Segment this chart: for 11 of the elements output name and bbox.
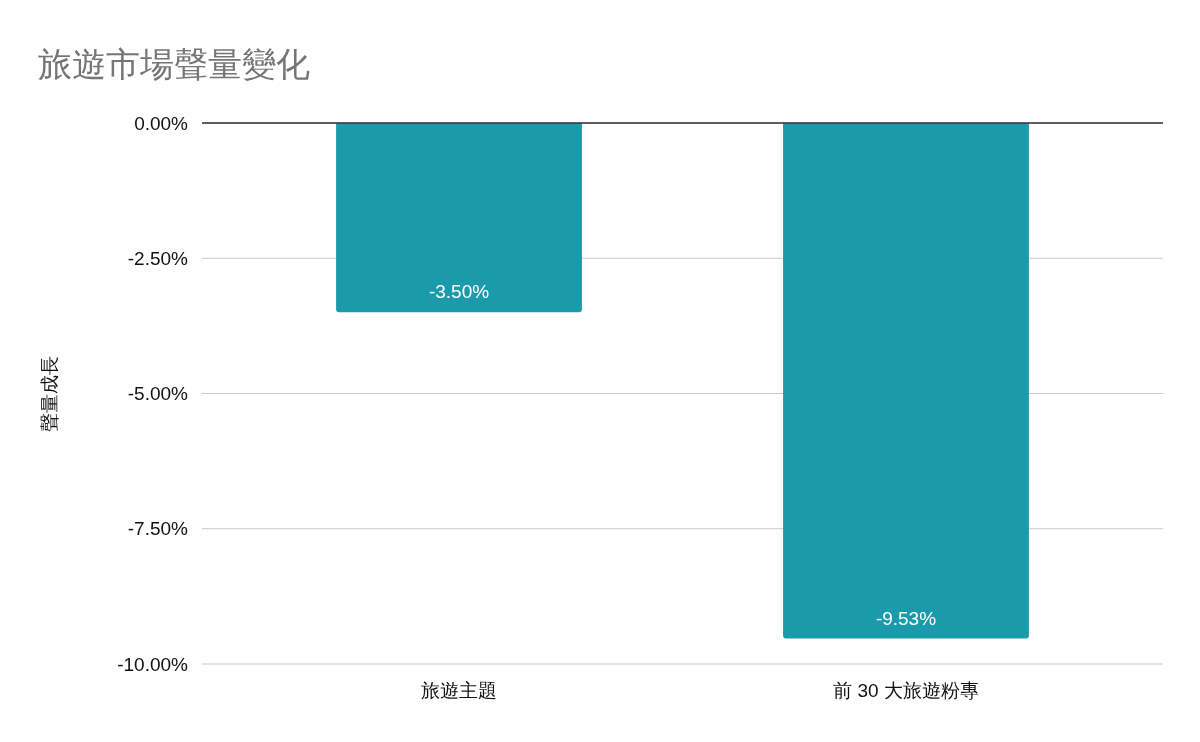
y-tick-label: -7.50% <box>127 518 189 540</box>
y-tick-label: -5.00% <box>127 383 189 405</box>
chart-title: 旅遊市場聲量變化 <box>38 45 310 83</box>
y-tick-label: -10.00% <box>117 653 189 675</box>
y-axis-title: 聲量成長 <box>39 355 60 432</box>
data-label: -9.53% <box>875 607 937 629</box>
data-label: -3.50% <box>428 281 490 303</box>
y-tick-label: 0.00% <box>134 112 189 134</box>
x-tick-label: 前 30 大旅遊粉專 <box>833 680 979 702</box>
y-tick-label: -2.50% <box>127 247 189 269</box>
x-tick-label: 旅遊主題 <box>421 680 498 702</box>
